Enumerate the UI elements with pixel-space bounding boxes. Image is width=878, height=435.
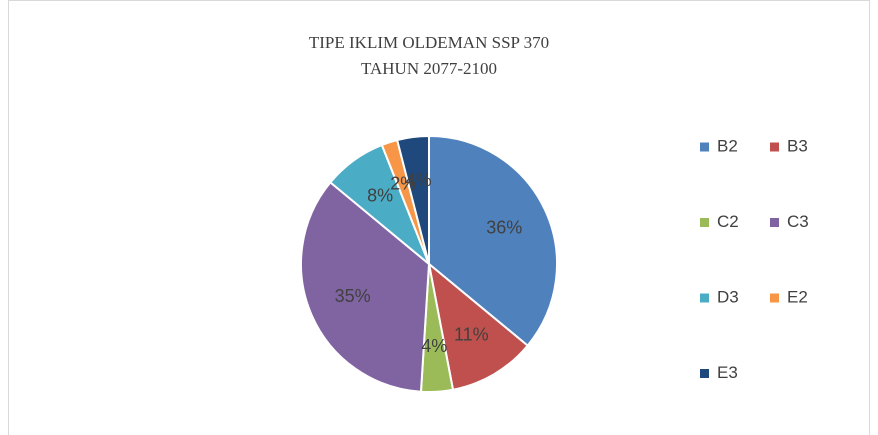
- legend-swatch: [770, 218, 779, 227]
- data-label: 35%: [335, 286, 371, 306]
- legend-swatch: [770, 142, 779, 152]
- legend-swatch: [700, 293, 709, 303]
- data-label: 8%: [367, 185, 393, 205]
- legend-label: D3: [717, 287, 739, 306]
- pie-slice: [428, 134, 558, 347]
- data-label: 11%: [454, 324, 489, 344]
- pie-slice: [427, 261, 530, 391]
- chart-title: TIPE IKLIM OLDEMAN SSP 370: [309, 33, 549, 52]
- data-label: 4%: [406, 170, 432, 190]
- legend-swatch: [770, 293, 779, 303]
- chart-subtitle: TAHUN 2077-2100: [361, 59, 497, 78]
- data-label: 36%: [486, 217, 522, 237]
- legend-label: C3: [787, 212, 809, 231]
- data-label: 4%: [421, 336, 447, 356]
- legend-label: E3: [717, 363, 738, 382]
- legend-label: B2: [717, 136, 738, 155]
- legend-label: E2: [787, 287, 808, 306]
- pie-slice: [300, 181, 431, 393]
- data-label: 2%: [390, 174, 416, 194]
- legend-swatch: [700, 142, 709, 152]
- pie-slice: [395, 134, 430, 265]
- legend-swatch: [700, 218, 709, 227]
- legend-swatch: [700, 369, 709, 378]
- legend-label: C2: [717, 212, 739, 231]
- legend-label: B3: [787, 136, 808, 155]
